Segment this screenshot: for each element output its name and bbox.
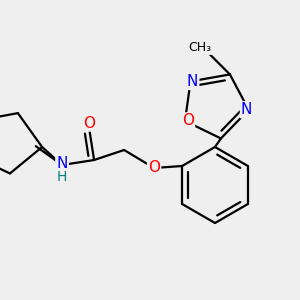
Text: O: O [83, 116, 95, 130]
Text: H: H [57, 170, 67, 184]
Text: O: O [148, 160, 160, 175]
Text: N: N [241, 102, 252, 117]
Text: N: N [187, 74, 198, 89]
Text: O: O [182, 113, 194, 128]
Text: CH₃: CH₃ [188, 41, 212, 54]
Text: N: N [56, 155, 68, 170]
